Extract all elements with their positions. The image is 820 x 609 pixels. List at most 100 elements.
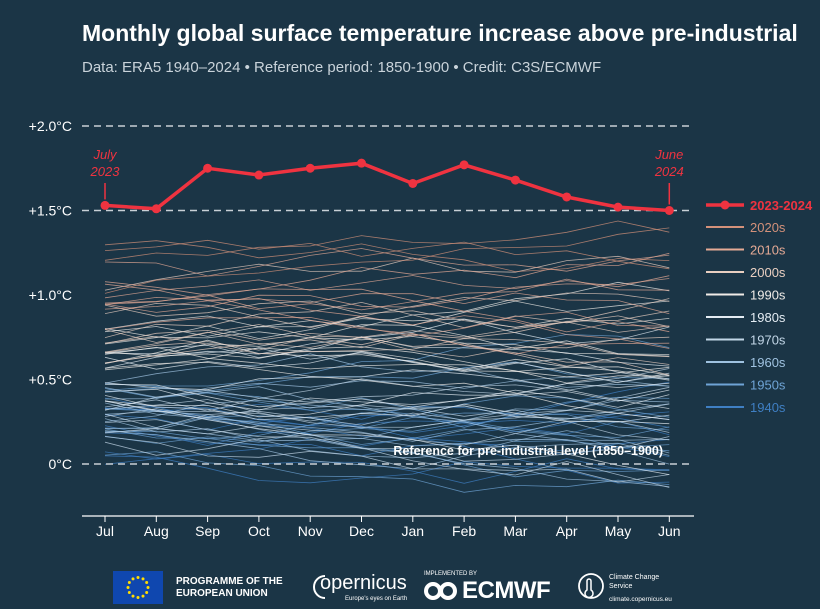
legend-label: 1950s [750,378,786,393]
x-tick-label: Jul [96,523,114,539]
series-line-1970s [104,436,670,483]
x-tick-label: Jan [402,523,425,539]
eu-star-icon [136,596,140,599]
legend-label: 1980s [750,310,786,325]
series-line-1970s [104,404,670,433]
series-line-2010s [104,288,670,333]
series-line-2000s [104,255,670,291]
series-line-1980s [104,389,670,418]
highlight-point [459,160,469,170]
eu-star-icon [126,586,130,589]
series-line-1990s [104,336,670,364]
series-line-2010s [104,292,670,315]
series-line-1950s [104,451,670,493]
copernicus-tagline: Europe's eyes on Earth [345,596,408,602]
ecmwf-name: ECMWF [462,577,551,604]
climate-service-name: Climate Change Service [609,574,660,590]
series-line-2020s [104,227,670,294]
background-series-group [104,220,670,493]
series-line-2010s [104,278,670,311]
ecmwf-implemented-label: IMPLEMENTED BY [424,571,478,577]
series-line-1970s [104,403,670,429]
series-line-2010s [104,311,670,337]
copernicus-name: opernicus [320,572,407,594]
series-line-2020s [104,240,670,273]
annotation-june-2024: June [654,147,683,162]
annotation-july-2023: 2023 [90,164,121,179]
chart-title: Monthly global surface temperature incre… [82,20,798,46]
legend-label-highlight: 2023-2024 [750,198,813,213]
y-tick-label: +1.5°C [29,203,72,219]
x-tick-label: Jun [658,523,681,539]
series-line-2020s [104,239,670,270]
series-line-1970s [104,419,670,462]
highlight-point [254,170,264,180]
eu-star-icon [127,591,131,594]
copernicus-logo-icon [313,575,326,599]
highlight-point [408,178,418,188]
series-line-1960s [104,430,670,470]
highlight-point [664,206,674,215]
x-tick-label: Apr [556,523,578,539]
legend-marker-highlight [720,200,730,210]
series-line-2000s [104,300,670,333]
series-line-1960s [104,402,670,487]
series-line-2010s [104,278,670,313]
climate-service-url: climate.copernicus.eu [609,596,672,603]
highlight-point [510,175,520,185]
series-line-2000s [104,292,670,329]
highlight-point [613,202,623,212]
eu-star-icon [145,591,149,594]
series-line-1990s [104,316,670,355]
series-line-2000s [104,324,670,367]
x-tick-label: Mar [503,523,527,539]
x-tick-label: Dec [349,523,374,539]
x-tick-label: Nov [298,523,323,539]
series-line-1950s [104,428,670,478]
series-line-1990s [104,361,670,420]
eu-star-icon [141,594,145,598]
series-line-2010s [104,248,670,277]
eu-star-icon [145,581,149,584]
series-line-2000s [104,336,670,358]
series-line-2000s [104,301,670,338]
eu-flag-icon [113,571,163,604]
eu-star-icon [146,586,150,589]
eu-star-icon [131,577,135,581]
legend-label: 2010s [750,243,786,258]
eu-star-icon [136,576,140,579]
series-line-1960s [104,386,670,441]
y-tick-label: 0°C [49,456,73,472]
y-tick-label: +2.0°C [29,118,72,134]
highlight-point [562,192,572,202]
highlight-point [151,204,161,214]
series-line-2000s [104,298,670,364]
highlight-point [203,163,213,173]
eu-programme-text: PROGRAMME OF THE EUROPEAN UNION [176,576,283,599]
footer: PROGRAMME OF THE EUROPEAN UNION opernicu… [0,560,820,608]
eu-star-icon [141,577,145,581]
eu-star-icon [131,594,135,598]
series-line-1950s [104,361,670,393]
chart-subtitle: Data: ERA5 1940–2024 • Reference period:… [82,59,602,76]
x-tick-label: Oct [248,523,270,539]
series-line-2000s [104,329,670,358]
eu-star-icon [127,581,131,584]
series-line-1940s [104,412,670,446]
highlight-point [305,163,315,173]
series-line-1970s [104,420,670,446]
legend-label: 2000s [750,265,786,280]
series-line-1980s [104,388,670,411]
reference-label: Reference for pre-industrial level (1850… [393,444,663,458]
series-line-1980s [104,369,670,409]
series-line-1980s [104,400,670,475]
annotation-june-2024: 2024 [654,164,684,179]
ecmwf-logo-icon [424,582,457,600]
x-tick-label: Feb [452,523,476,539]
series-line-1980s [104,347,670,381]
series-line-1960s [104,353,670,387]
series-line-1950s [104,334,670,387]
x-tick-label: May [605,523,631,539]
series-line-2000s [104,310,670,349]
